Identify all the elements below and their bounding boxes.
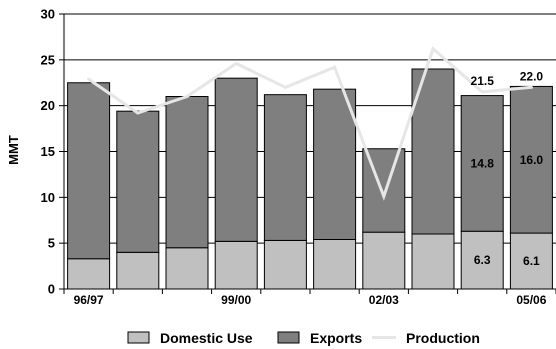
data-label: 6.3 [474,253,491,267]
y-tick-label: 15 [41,144,55,159]
production-point [431,47,435,51]
bar-exports [313,88,357,240]
legend-label-exports: Exports [310,330,362,346]
axes: 0 5 10 15 20 25 30 96/97 99/00 02/03 05/06 [41,7,556,307]
bar-domestic-use [313,239,357,290]
bar-domestic-use [509,232,553,290]
production-line [87,46,532,201]
bar-exports [509,85,553,234]
production-point [480,90,484,94]
production-line-layer [87,46,533,201]
y-tick-label: 0 [48,282,55,297]
bar-domestic-use [263,239,307,290]
legend: Domestic Use Exports Production [127,330,480,346]
legend-swatch-exports [277,331,300,344]
data-label: 16.0 [520,153,544,167]
x-tick-label: 02/03 [369,293,399,307]
bar-exports [460,95,504,232]
y-tick-label: 30 [41,7,55,22]
data-label: 6.1 [523,254,540,268]
bar-exports [67,82,111,260]
data-labels: 6.3 6.1 14.8 16.0 21.5 22.0 [471,69,544,268]
production-point [234,62,238,65]
y-tick-label: 5 [48,236,55,251]
data-label: 14.8 [471,156,495,170]
legend-swatch-domestic-use [127,331,150,344]
legend-label-domestic-use: Domestic Use [160,330,253,346]
bar-exports [214,77,258,242]
bar-exports [263,94,307,241]
production-point [185,95,189,98]
x-tick-label: 96/97 [74,293,104,307]
production-point [333,65,337,69]
bar-domestic-use [214,240,258,290]
bar-domestic-use [165,247,209,290]
bar-domestic-use [116,251,160,290]
production-point [529,85,533,89]
y-axis-title: MMT [6,135,21,165]
bar-domestic-use [460,230,504,290]
production-point [283,85,287,89]
production-point [382,194,386,198]
production-point [136,111,140,115]
production-point [87,77,91,81]
y-tick-label: 10 [41,190,55,205]
bar-domestic-use [411,233,455,290]
x-tick-label: 99/00 [221,293,251,307]
bar-exports [165,96,209,249]
bar-domestic-use [67,258,111,290]
data-label: 21.5 [471,74,495,88]
y-tick-label: 20 [41,98,55,113]
data-label: 22.0 [520,69,544,83]
bar-domestic-use [362,231,406,290]
x-tick-label: 05/06 [516,293,546,307]
y-tick-label: 25 [41,52,55,67]
bar-exports [411,68,455,235]
legend-label-production: Production [406,330,480,346]
bar-exports [116,110,160,253]
bars [67,68,553,290]
